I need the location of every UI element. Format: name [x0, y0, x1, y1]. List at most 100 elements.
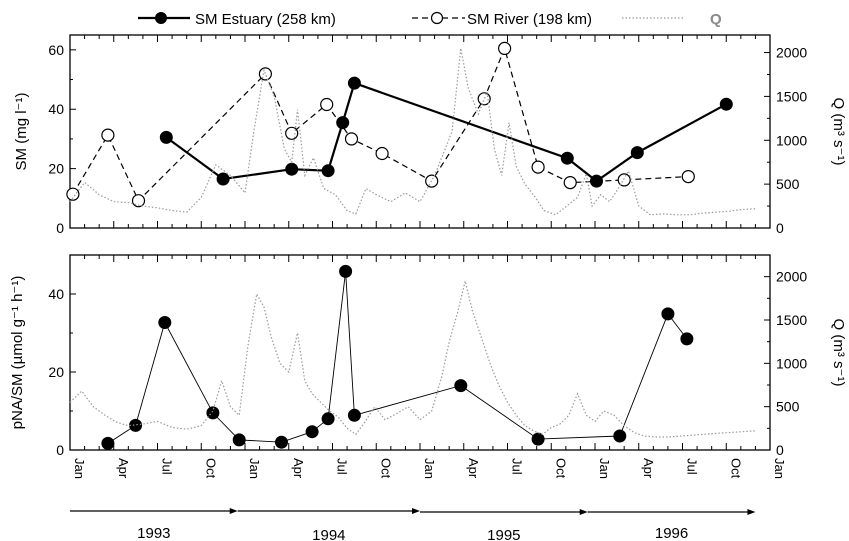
- q-tick-label: 500: [776, 399, 800, 415]
- q-line: [69, 280, 756, 438]
- y-tick-label: 60: [48, 42, 64, 58]
- estuary-point: [285, 162, 299, 176]
- year-arrowhead: [747, 509, 756, 515]
- river-point: [66, 187, 80, 201]
- estuary-point: [336, 116, 350, 130]
- legend-estuary-marker: [155, 12, 167, 24]
- x-tick-label: Oct: [553, 458, 568, 479]
- q-axis-label: Q (m³ s⁻¹): [830, 98, 847, 166]
- y-tick-label: 0: [56, 220, 64, 236]
- y-axis-label: SM (mg l⁻¹): [13, 93, 30, 171]
- x-tick-label: Jan: [772, 458, 787, 479]
- year-label: 1996: [655, 525, 688, 541]
- legend-estuary-label: SM Estuary (258 km): [195, 11, 336, 28]
- x-tick-label: Jan: [597, 458, 612, 479]
- pna-point: [531, 432, 545, 446]
- river-point: [101, 128, 115, 142]
- x-tick-label: Jul: [335, 458, 350, 475]
- q-tick-label: 1500: [776, 88, 807, 104]
- q-axis-label: Q (m³ s⁻¹): [830, 319, 847, 387]
- year-label: 1994: [312, 527, 345, 541]
- q-tick-label: 1500: [776, 312, 807, 328]
- pna-point: [321, 412, 335, 426]
- pna-point: [206, 406, 220, 420]
- pna-panel: 0 20 40 0 500 1000 1500 2000 pNA/SM (µmol g⁻¹ h⁻…: [9, 254, 847, 458]
- river-point: [320, 97, 334, 112]
- river-point: [498, 41, 512, 56]
- pna-point: [232, 433, 246, 447]
- river-point: [131, 194, 146, 208]
- x-axis: Jan Apr Jul Oct Jan Apr Jul Oct Jan Apr Jul Oct Jan A…: [72, 458, 787, 479]
- plot-frame: [69, 34, 771, 229]
- y-tick-label: 0: [56, 442, 64, 458]
- x-tick-label: Oct: [378, 458, 393, 479]
- river-point: [344, 132, 359, 146]
- x-tick-label: Jul: [160, 458, 175, 475]
- series-line: [72, 46, 689, 202]
- y-tick-label: 40: [48, 286, 64, 302]
- estuary-point: [216, 172, 230, 186]
- series-line: [165, 81, 727, 183]
- estuary-point: [719, 97, 733, 111]
- x-tick-label: Apr: [641, 458, 656, 479]
- pna-point: [347, 408, 361, 422]
- legend-river-label: SM River (198 km): [467, 11, 592, 28]
- year-arrowhead: [579, 509, 588, 515]
- plot-frame: [69, 254, 771, 451]
- estuary-point: [347, 76, 361, 90]
- sm-panel: 0 20 40 60 0 500 1000 1500 2000 SM (mg l⁻¹) Q (m³ …: [13, 34, 847, 236]
- q-tick-label: 2000: [776, 269, 807, 285]
- series-line: [107, 271, 688, 444]
- q-tick-label: 1000: [776, 355, 807, 371]
- q-tick-label: 0: [776, 220, 784, 236]
- river-point: [258, 67, 272, 81]
- q-tick-label: 500: [776, 176, 800, 192]
- y-axis-label: pNA/SM (µmol g⁻¹ h⁻¹): [9, 276, 26, 430]
- year-axis: 1993 1994 1995 1996: [70, 508, 756, 541]
- x-tick-label: Oct: [728, 458, 743, 479]
- x-tick-label: Apr: [466, 458, 481, 479]
- x-tick-label: Jan: [247, 458, 262, 479]
- estuary-point: [560, 151, 574, 165]
- river-point: [375, 146, 389, 161]
- pna-point: [305, 425, 319, 439]
- estuary-point: [159, 130, 173, 144]
- pna-point: [680, 332, 694, 346]
- legend-q-label: Q: [710, 11, 722, 28]
- q-line: [69, 48, 756, 216]
- y-tick-label: 40: [48, 101, 64, 117]
- year-label: 1993: [137, 525, 170, 541]
- pna-point: [158, 316, 172, 329]
- pna-point: [613, 429, 627, 443]
- river-point: [681, 170, 695, 184]
- year-label: 1995: [487, 527, 520, 541]
- x-tick-label: Oct: [203, 458, 218, 479]
- estuary-point: [630, 146, 644, 160]
- y-tick-label: 20: [48, 161, 64, 177]
- x-tick-label: Jan: [422, 458, 437, 479]
- pna-point: [339, 264, 353, 278]
- pna-point: [101, 436, 115, 450]
- x-tick-label: Apr: [291, 458, 306, 479]
- river-point: [617, 173, 631, 187]
- river-point: [531, 160, 545, 174]
- year-arrowhead: [412, 508, 420, 514]
- pna-point: [275, 435, 288, 449]
- x-tick-label: Jul: [685, 458, 700, 475]
- year-arrowhead: [229, 508, 238, 514]
- pna-point: [454, 379, 468, 393]
- q-tick-label: 1000: [776, 132, 807, 148]
- river-point: [563, 176, 577, 190]
- pna-point: [129, 418, 143, 432]
- legend-river-marker: [430, 11, 444, 25]
- x-tick-label: Jan: [72, 458, 87, 479]
- y-tick-label: 20: [48, 364, 64, 380]
- q-tick-label: 2000: [776, 45, 807, 61]
- river-point: [285, 126, 299, 140]
- x-tick-label: Jul: [510, 458, 525, 475]
- q-tick-label: 0: [776, 442, 784, 458]
- pna-point: [661, 307, 675, 321]
- legend: SM Estuary (258 km) SM River (198 km) Q: [138, 11, 722, 28]
- x-tick-label: Apr: [116, 458, 131, 479]
